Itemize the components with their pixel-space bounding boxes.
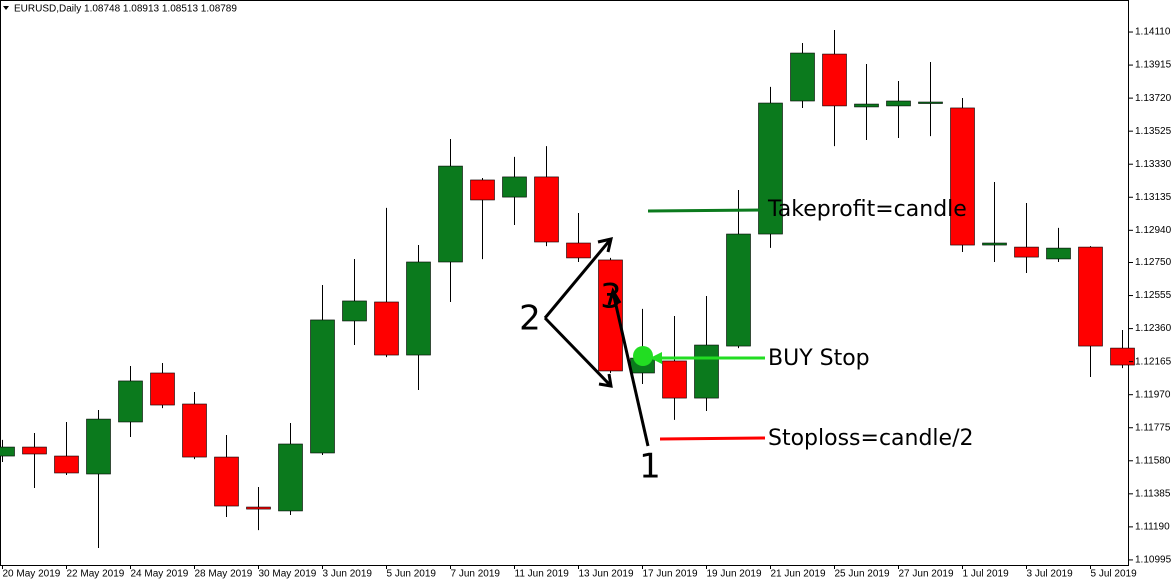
- x-tick-label: 28 May 2019: [195, 569, 253, 580]
- plot-frame: [0, 0, 1129, 566]
- chart-header: EURUSD,Daily 1.08748 1.08913 1.08513 1.0…: [14, 4, 237, 15]
- y-tick-label: 1.12940: [1135, 225, 1172, 236]
- y-tick-label: 1.11580: [1135, 455, 1171, 466]
- y-tick-label: 1.13330: [1135, 159, 1172, 170]
- candle-body: [438, 165, 463, 263]
- x-tick-label: 24 May 2019: [131, 569, 189, 580]
- candle-body: [342, 300, 367, 322]
- x-tick-label: 3 Jun 2019: [323, 569, 373, 580]
- candle-body: [1078, 246, 1103, 347]
- candle-body: [278, 443, 303, 512]
- buy-stop-dot: [633, 346, 653, 366]
- x-tick-label: 27 Jun 2019: [899, 569, 954, 580]
- candle-body: [502, 176, 527, 198]
- y-tick-label: 1.11775: [1135, 422, 1171, 433]
- takeprofit-label: Takeprofit=candle: [767, 197, 967, 222]
- x-tick-label: 21 Jun 2019: [771, 569, 826, 580]
- candle-body: [982, 242, 1007, 246]
- stoploss-label: Stoploss=candle/2: [768, 426, 974, 451]
- arrow-1: [607, 287, 650, 447]
- candle-body: [310, 319, 335, 454]
- x-tick-label: 30 May 2019: [259, 569, 317, 580]
- annotation-arrows: [543, 236, 650, 447]
- candle-body: [790, 52, 815, 102]
- x-tick-label: 7 Jun 2019: [451, 569, 501, 580]
- arrow-up: [543, 236, 614, 319]
- x-tick-label: 20 May 2019: [3, 569, 61, 580]
- candle-body: [374, 301, 399, 356]
- candle-body: [534, 176, 559, 243]
- candle-body: [86, 418, 111, 475]
- y-tick-label: 1.12165: [1135, 356, 1172, 367]
- candle-body: [150, 372, 175, 406]
- y-tick-label: 1.12750: [1135, 257, 1172, 268]
- x-tick-label: 5 Jul 2019: [1091, 569, 1138, 580]
- x-tick-label: 5 Jun 2019: [387, 569, 437, 580]
- candle-body: [1014, 246, 1039, 258]
- y-tick-label: 1.12360: [1135, 323, 1172, 334]
- candle-body: [886, 100, 911, 107]
- x-tick-label: 25 Jun 2019: [835, 569, 890, 580]
- buy-stop-label: BUY Stop: [768, 346, 870, 371]
- annotation-1: 1: [639, 447, 661, 487]
- candle-body: [1110, 347, 1135, 366]
- candle-body: [694, 344, 719, 399]
- candle-body: [246, 506, 271, 510]
- x-tick-label: 17 Jun 2019: [643, 569, 698, 580]
- candles: [0, 29, 1135, 549]
- candle-body: [822, 53, 847, 107]
- y-tick-label: 1.13720: [1135, 93, 1172, 104]
- candle-body: [758, 102, 783, 235]
- x-tick-label: 22 May 2019: [67, 569, 125, 580]
- candle-body: [662, 360, 687, 399]
- stoploss-line: [659, 436, 766, 441]
- candle-body: [854, 103, 879, 108]
- x-tick-label: 3 Jul 2019: [1027, 569, 1074, 580]
- x-tick-label: 13 Jun 2019: [579, 569, 634, 580]
- x-tick-label: 19 Jun 2019: [707, 569, 762, 580]
- y-tick-label: 1.11970: [1135, 389, 1171, 400]
- y-tick-label: 1.10995: [1135, 555, 1172, 566]
- y-tick-label: 1.11385: [1135, 488, 1171, 499]
- y-tick-label: 1.13915: [1135, 60, 1172, 71]
- y-tick-label: 1.11190: [1135, 522, 1170, 533]
- candle-body: [0, 446, 15, 457]
- annotation-2: 2: [519, 299, 541, 339]
- header-icon: [3, 6, 9, 10]
- y-tick-label: 1.12555: [1135, 290, 1172, 301]
- candle-body: [182, 403, 207, 458]
- candle-body: [22, 446, 47, 455]
- x-tick-label: 1 Jul 2019: [963, 569, 1010, 580]
- candle-body: [118, 380, 143, 423]
- candle-body: [54, 455, 79, 474]
- y-tick-label: 1.14110: [1135, 27, 1171, 38]
- candle-body: [918, 101, 943, 104]
- candle-body: [950, 107, 975, 246]
- candle-body: [406, 261, 431, 356]
- candle-body: [470, 179, 495, 201]
- y-tick-label: 1.13135: [1135, 192, 1172, 203]
- annotations: Takeprofit=candle BUY Stop Stoploss=cand…: [519, 197, 973, 487]
- takeprofit-line: [647, 208, 766, 213]
- y-tick-label: 1.13525: [1135, 126, 1172, 137]
- x-tick-label: 11 Jun 2019: [515, 569, 570, 580]
- candle-body: [566, 242, 591, 259]
- candle-body: [214, 456, 239, 507]
- candle-body: [726, 233, 751, 347]
- candle-body: [1046, 247, 1071, 260]
- buy-stop-arrowhead: [650, 352, 662, 364]
- arrow-down: [543, 316, 613, 388]
